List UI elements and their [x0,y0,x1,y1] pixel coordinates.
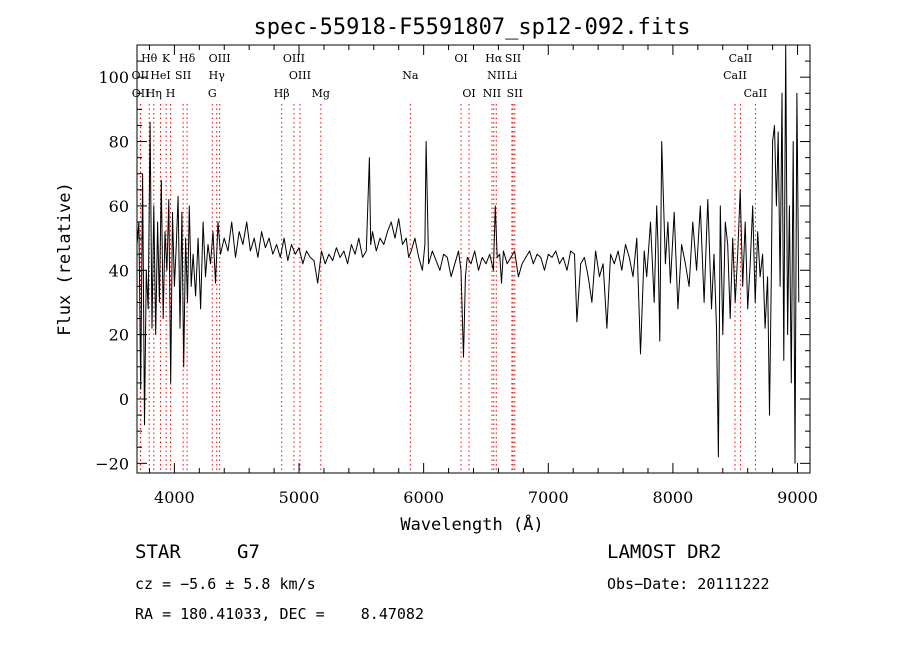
spectral-line-label-21: G [208,87,217,100]
y-tick-label-60: 60 [109,197,129,216]
observation-date: Obs−Date: 20111222 [607,575,770,593]
spectral-line-label-23: Mg [312,87,330,100]
x-tick-label-5000: 5000 [279,488,320,507]
x-tick-label-6000: 6000 [403,488,444,507]
spectral-line-label-5: OI [454,52,467,65]
spectral-line-label-26: SII [507,87,523,100]
y-tick-label-20: 20 [109,326,129,345]
y-tick-label-40: 40 [109,261,129,280]
spectral-line-label-17: CaII [723,69,747,82]
spectral-line-label-14: Na [402,69,419,82]
object-subclass: G7 [237,541,260,563]
spectral-line-label-10: HeI [150,69,170,82]
spectral-line-label-0: Hθ [141,52,158,65]
y-tick-label--20: −20 [95,454,129,473]
spectral-line-label-15: NII [487,69,505,82]
spectral-line-label-2: Hδ [179,52,196,65]
spectral-line-label-6: Hα [485,52,503,65]
spectrum-line [137,45,800,464]
spectral-line-label-19: Hη [146,87,162,100]
spectral-line-label-4: OIII [283,52,305,65]
spectral-line-markers [139,104,756,473]
object-class: STAR [135,541,181,563]
velocity-readout: cz = −5.6 ± 5.8 km/s [135,575,316,593]
spectral-line-label-24: OI [462,87,475,100]
x-axis-label: Wavelength (Å) [400,513,543,535]
y-tick-label-80: 80 [109,133,129,152]
chart-title: spec-55918-F5591807_sp12-092.fits [253,15,690,40]
x-tick-label-7000: 7000 [528,488,569,507]
spectral-line-label-13: OIII [289,69,311,82]
spectral-line-label-3: OIII [209,52,231,65]
coordinates-readout: RA = 180.41033, DEC = 8.47082 [135,605,424,623]
y-axis: −20 0 20 40 60 80 100 [95,44,810,473]
y-tick-label-0: 0 [119,390,129,409]
x-tick-label-9000: 9000 [777,488,818,507]
spectral-line-label-12: Hγ [209,69,226,82]
spectral-line-label-7: SII [505,52,521,65]
spectral-line-label-9: OII [132,69,150,82]
spectral-line-label-1: K [162,52,171,65]
y-tick-label-100: 100 [98,68,129,87]
spectrum-trace [137,45,800,464]
spectral-line-label-25: NII [483,87,501,100]
plot-frame [136,44,811,474]
spectral-line-label-16: Li [506,69,517,82]
x-axis: 4000 5000 6000 7000 8000 9000 [148,45,818,507]
spectral-line-label-22: Hβ [274,87,290,100]
spectral-line-label-11: SII [175,69,191,82]
spectral-line-label-20: H [166,87,176,100]
y-axis-label: Flux (relative) [55,182,75,336]
x-tick-label-4000: 4000 [154,488,195,507]
spectral-line-label-27: CaII [744,87,768,100]
spectral-line-label-8: CaII [729,52,753,65]
survey-name: LAMOST DR2 [607,541,722,563]
x-tick-label-8000: 8000 [653,488,694,507]
